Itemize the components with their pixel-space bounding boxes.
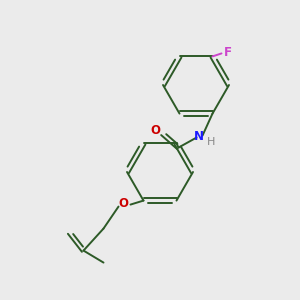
Text: N: N [194,130,203,143]
Text: O: O [151,124,160,137]
Text: H: H [207,136,216,147]
Text: O: O [118,197,128,210]
Text: F: F [224,46,232,59]
